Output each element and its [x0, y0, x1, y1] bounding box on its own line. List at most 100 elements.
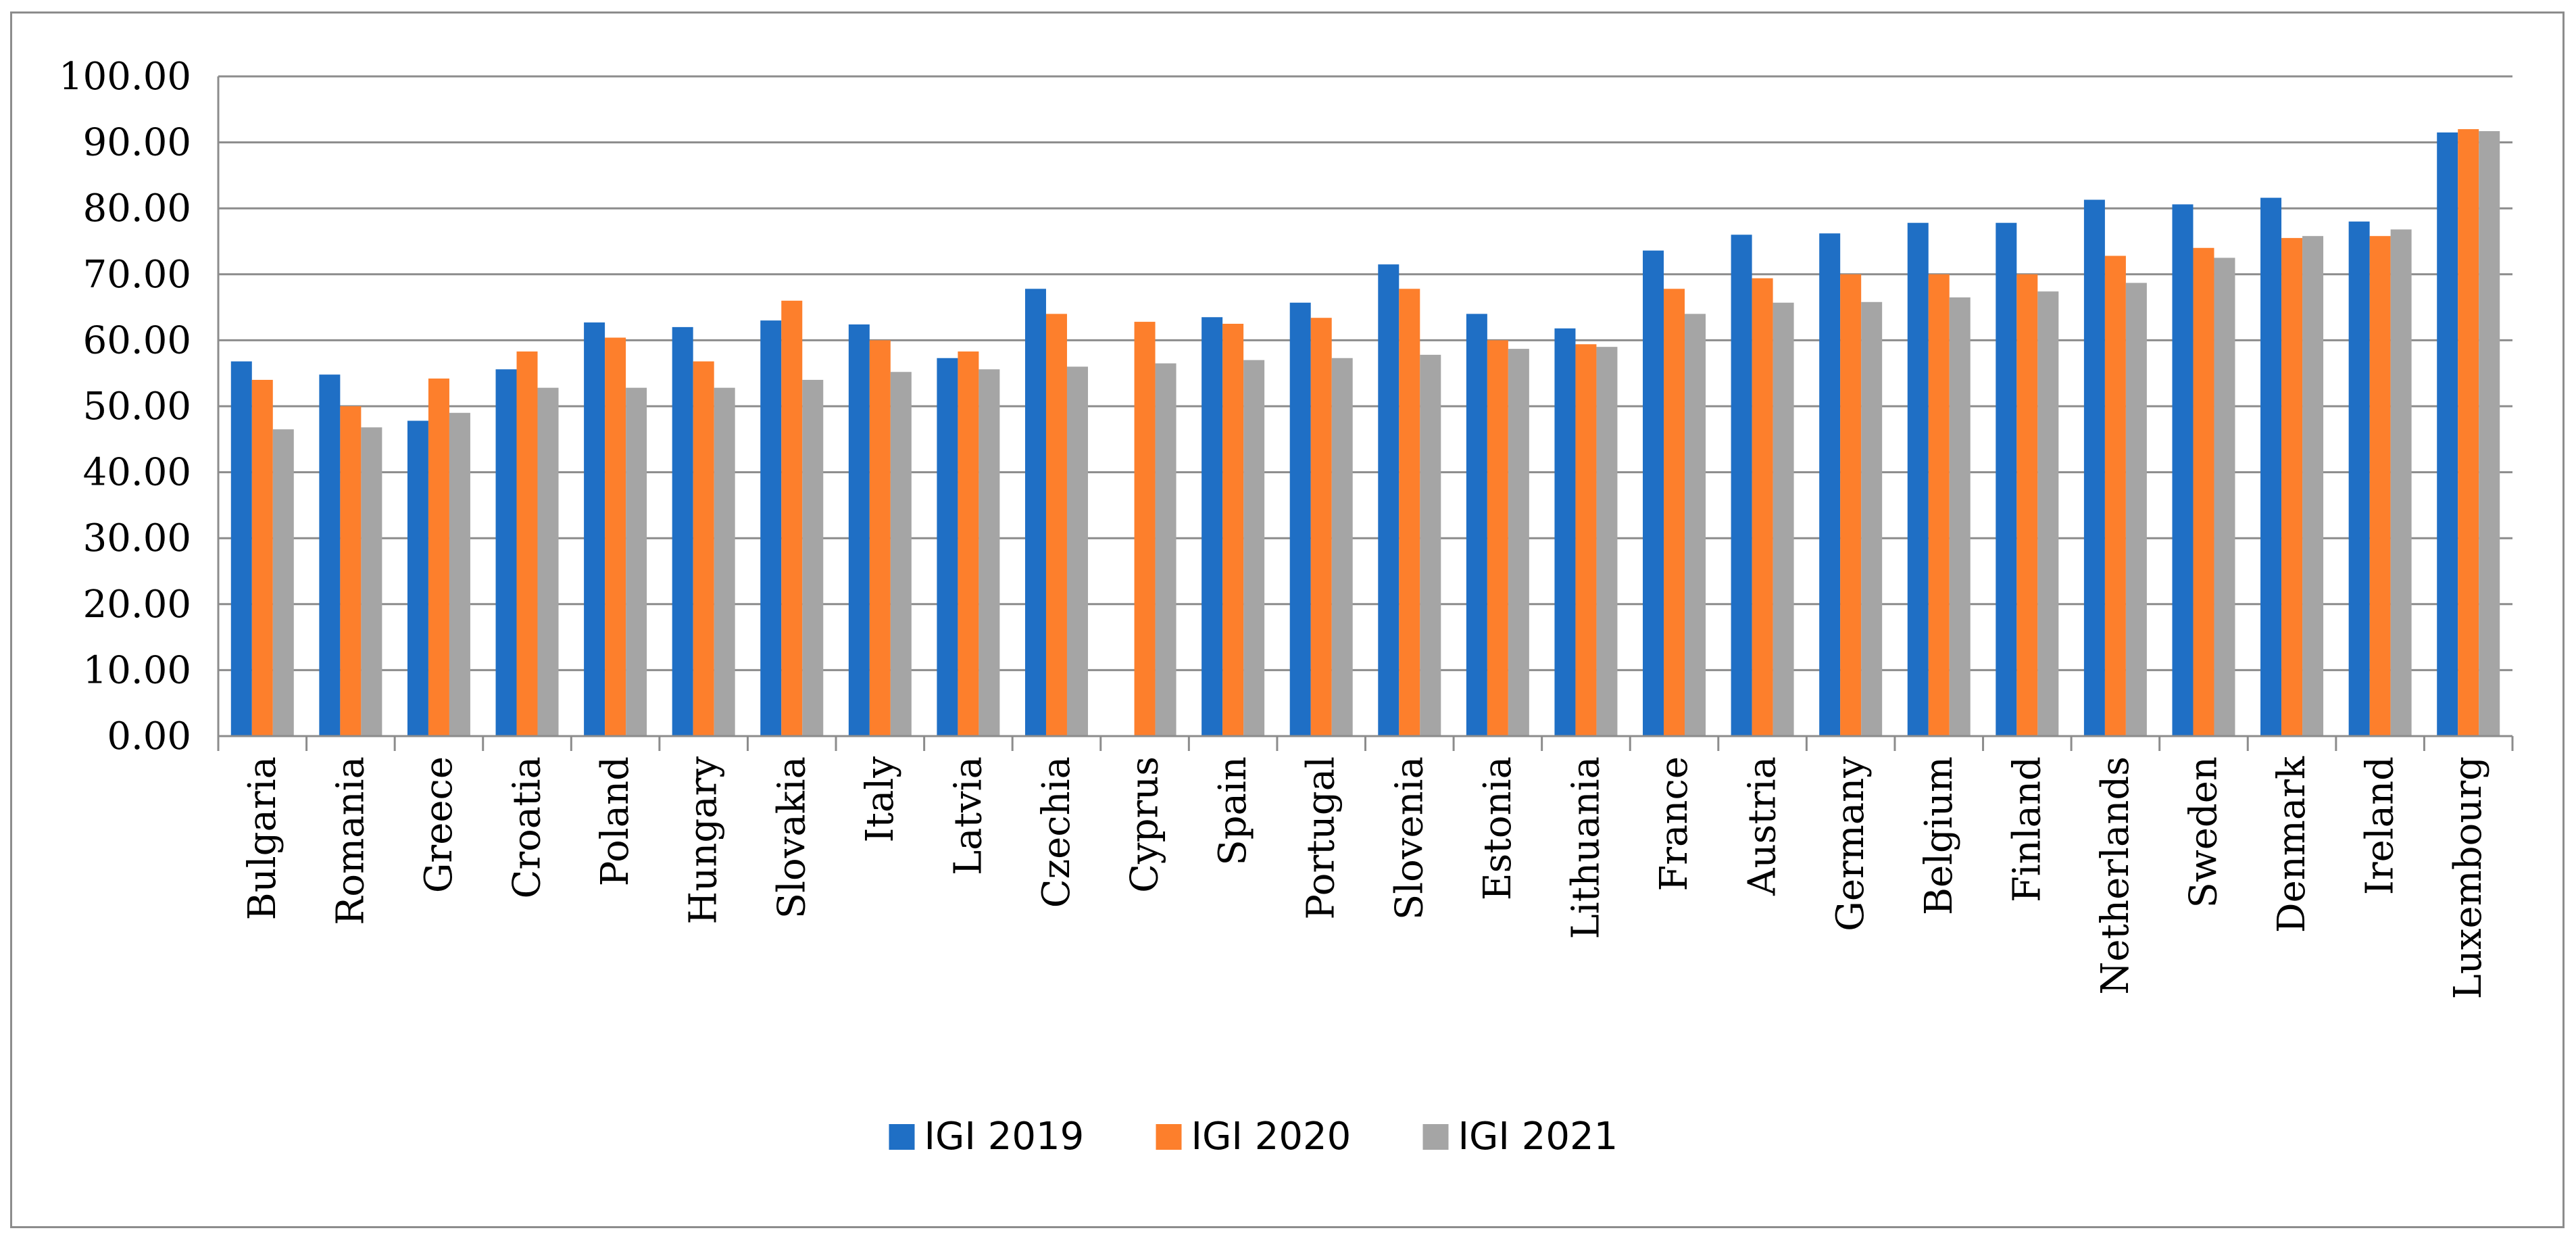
bar-igi-2019-spain	[1202, 317, 1223, 736]
legend-label-igi-2019: IGI 2019	[924, 1115, 1085, 1159]
bar-igi-2020-luxembourg	[2458, 129, 2479, 736]
x-tick-label-bulgaria: Bulgaria	[241, 756, 284, 920]
bar-igi-2019-greece	[407, 420, 428, 736]
bar-igi-2021-sweden	[2214, 258, 2235, 736]
bar-igi-2021-belgium	[1949, 297, 1971, 737]
bar-igi-2020-austria	[1752, 278, 1773, 736]
bar-igi-2021-lithuania	[1596, 347, 1618, 736]
x-tick-label-lithuania: Lithuania	[1564, 756, 1608, 939]
x-tick-label-italy: Italy	[858, 756, 902, 843]
y-tick-label: 70.00	[83, 253, 191, 297]
x-tick-label-sweden: Sweden	[2181, 756, 2225, 908]
x-tick-label-croatia: Croatia	[505, 756, 549, 899]
bar-igi-2019-luxembourg	[2437, 132, 2458, 736]
bar-igi-2020-france	[1664, 289, 1685, 737]
x-tick-label-latvia: Latvia	[946, 756, 990, 875]
y-tick-label: 100.00	[59, 55, 191, 99]
x-tick-label-germany: Germany	[1829, 756, 1873, 931]
x-tick-label-austria: Austria	[1741, 756, 1785, 896]
bar-igi-2020-lithuania	[1575, 344, 1597, 737]
bar-igi-2020-belgium	[1928, 274, 1950, 736]
x-tick-label-greece: Greece	[417, 756, 461, 893]
y-tick-label: 0.00	[107, 714, 191, 758]
bar-igi-2021-ireland	[2390, 229, 2412, 736]
bar-igi-2021-austria	[1773, 302, 1794, 736]
bar-igi-2020-spain	[1222, 324, 1244, 736]
bar-igi-2019-austria	[1731, 235, 1752, 736]
bar-igi-2021-hungary	[714, 387, 735, 736]
bar-igi-2019-denmark	[2260, 197, 2282, 737]
bar-chart: 0.00 10.00 20.00 30.00 40.00 50.00 60.00 70.00 8…	[59, 55, 2514, 1159]
legend-swatch-igi-2021	[1422, 1124, 1449, 1150]
legend-label-igi-2020: IGI 2020	[1191, 1115, 1352, 1159]
bar-igi-2021-slovakia	[802, 379, 824, 736]
bar-igi-2020-cyprus	[1134, 322, 1156, 736]
x-tick-label-estonia: Estonia	[1476, 756, 1520, 900]
bar-igi-2019-latvia	[937, 358, 958, 736]
bar-igi-2019-croatia	[495, 369, 517, 736]
bar-igi-2020-croatia	[516, 351, 538, 736]
bar-igi-2021-croatia	[537, 387, 559, 736]
bar-igi-2021-denmark	[2302, 236, 2324, 736]
bar-igi-2020-slovenia	[1399, 289, 1420, 737]
bar-igi-2021-bulgaria	[272, 429, 294, 736]
y-tick-label: 50.00	[83, 385, 191, 429]
bar-igi-2020-germany	[1840, 274, 1862, 736]
x-tick-label-cyprus: Cyprus	[1123, 756, 1167, 893]
axes	[217, 76, 2514, 751]
bar-igi-2021-czechia	[1066, 366, 1088, 736]
x-tick-label-spain: Spain	[1211, 756, 1255, 866]
legend-swatch-igi-2019	[889, 1124, 915, 1150]
bar-igi-2021-portugal	[1331, 358, 1353, 736]
y-tick-label: 90.00	[83, 121, 191, 165]
y-tick-label: 40.00	[83, 451, 191, 495]
bar-igi-2019-ireland	[2348, 221, 2370, 737]
bar-igi-2020-italy	[869, 340, 891, 736]
x-tick-label-poland: Poland	[593, 756, 637, 886]
y-tick-label: 80.00	[83, 187, 191, 230]
bar-igi-2020-romania	[340, 406, 362, 736]
x-tick-label-france: France	[1652, 756, 1696, 892]
bar-igi-2019-netherlands	[2083, 199, 2105, 737]
bar-igi-2021-spain	[1243, 360, 1265, 736]
bar-igi-2019-bulgaria	[230, 361, 252, 736]
bar-igi-2019-estonia	[1466, 314, 1487, 736]
bar-igi-2019-lithuania	[1554, 328, 1576, 736]
bar-igi-2019-sweden	[2172, 204, 2194, 736]
bars	[230, 129, 2500, 737]
bar-igi-2020-latvia	[958, 351, 979, 736]
x-tick-label-ireland: Ireland	[2358, 756, 2402, 895]
x-tick-label-finland: Finland	[2005, 756, 2049, 902]
bar-igi-2020-portugal	[1310, 318, 1332, 736]
x-tick-label-czechia: Czechia	[1035, 756, 1079, 908]
bar-igi-2019-portugal	[1289, 302, 1311, 736]
bar-igi-2021-netherlands	[2125, 283, 2147, 736]
bar-igi-2019-belgium	[1907, 222, 1929, 736]
bar-igi-2020-slovakia	[781, 300, 803, 737]
bar-igi-2020-finland	[2016, 274, 2038, 736]
x-tick-label-denmark: Denmark	[2270, 756, 2314, 933]
bar-igi-2019-hungary	[672, 326, 693, 736]
bar-igi-2020-netherlands	[2104, 256, 2126, 736]
bar-igi-2019-finland	[1996, 222, 2017, 736]
bar-igi-2020-bulgaria	[251, 379, 273, 736]
bar-igi-2021-estonia	[1508, 349, 1529, 736]
bar-igi-2019-germany	[1819, 233, 1841, 737]
bar-igi-2021-finland	[2037, 291, 2059, 736]
y-tick-label: 20.00	[83, 583, 191, 627]
x-tick-label-romania: Romania	[328, 756, 372, 925]
bar-igi-2020-poland	[605, 337, 626, 737]
x-tick-label-portugal: Portugal	[1299, 756, 1343, 920]
bar-igi-2019-slovakia	[760, 320, 782, 736]
bar-igi-2021-latvia	[979, 369, 1000, 736]
x-tick-label-hungary: Hungary	[682, 756, 726, 925]
y-tick-label: 60.00	[83, 318, 191, 362]
bar-igi-2021-cyprus	[1155, 363, 1176, 736]
legend: IGI 2019 IGI 2020 IGI 2021	[889, 1115, 1618, 1159]
x-axis-tick-labels: Bulgaria Romania Greece Croatia Poland Hungar…	[241, 756, 2490, 999]
bar-igi-2021-italy	[890, 372, 912, 736]
bar-igi-2019-romania	[319, 374, 341, 736]
bar-igi-2019-czechia	[1024, 289, 1046, 737]
bar-igi-2019-italy	[848, 324, 870, 736]
x-tick-label-luxembourg: Luxembourg	[2446, 756, 2490, 999]
